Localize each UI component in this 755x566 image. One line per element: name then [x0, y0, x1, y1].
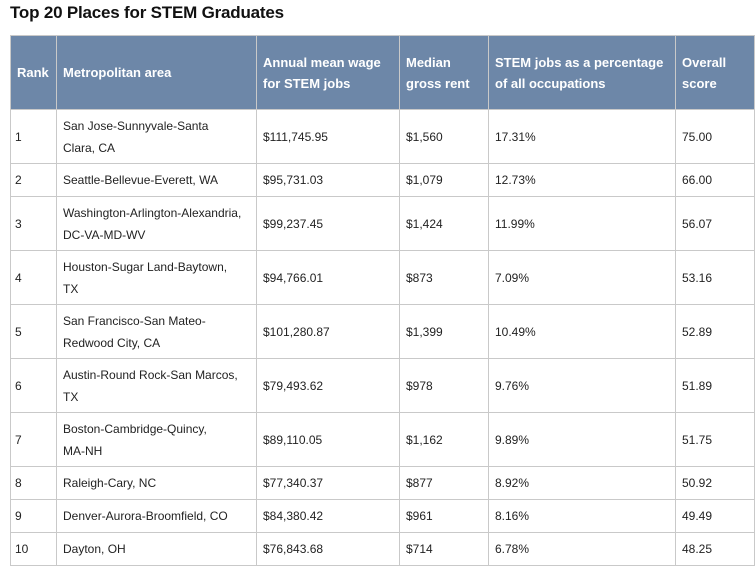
area-name-line: Seattle-Bellevue-Everett, WA: [63, 173, 218, 187]
overall-score-cell: 50.92: [675, 466, 755, 500]
page-title: Top 20 Places for STEM Graduates: [10, 3, 284, 22]
annual-mean-wage-cell: $95,731.03: [256, 163, 400, 197]
stem-jobs-percentage-cell: 17.31%: [488, 109, 676, 164]
overall-score-cell: 52.89: [675, 304, 755, 359]
table-header-row: Rank Metropolitan area Annual mean wage …: [10, 35, 755, 110]
rank-cell: 4: [10, 250, 57, 305]
median-gross-rent-cell: $1,560: [399, 109, 489, 164]
area-name-line: Clara, CA: [63, 140, 116, 155]
stem-jobs-percentage-cell: 9.76%: [488, 358, 676, 413]
metropolitan-area-cell: Washington-Arlington-Alexandria, DC-VA-MD…: [56, 196, 257, 251]
rank-cell: 5: [10, 304, 57, 359]
overall-score-cell: 51.89: [675, 358, 755, 413]
table-row: 10 Dayton, OH $76,843.68 $714 6.78% 48.25: [10, 532, 755, 566]
annual-mean-wage-cell: $111,745.95: [256, 109, 400, 164]
header-overall-score: Overall score: [675, 35, 755, 110]
stem-jobs-percentage-cell: 11.99%: [488, 196, 676, 251]
table-row: 2 Seattle-Bellevue-Everett, WA $95,731.03 $…: [10, 163, 755, 197]
area-name-line: Denver-Aurora-Broomfield, CO: [63, 509, 228, 523]
area-name-line: Redwood City, CA: [63, 335, 161, 350]
annual-mean-wage-cell: $76,843.68: [256, 532, 400, 566]
area-name-line: TX: [63, 281, 79, 296]
header-rank: Rank: [10, 35, 57, 110]
metropolitan-area-cell: San Francisco-San Mateo- Redwood City, CA: [56, 304, 257, 359]
median-gross-rent-cell: $961: [399, 499, 489, 533]
area-name-line: TX: [63, 389, 79, 404]
median-gross-rent-cell: $877: [399, 466, 489, 500]
stem-jobs-percentage-cell: 6.78%: [488, 532, 676, 566]
stem-jobs-percentage-cell: 7.09%: [488, 250, 676, 305]
metropolitan-area-cell: San Jose-Sunnyvale-Santa Clara, CA: [56, 109, 257, 164]
metropolitan-area-cell: Dayton, OH: [56, 532, 257, 566]
overall-score-cell: 66.00: [675, 163, 755, 197]
area-name-line: Dayton, OH: [63, 542, 126, 556]
metropolitan-area-cell: Raleigh-Cary, NC: [56, 466, 257, 500]
area-name-line: Raleigh-Cary, NC: [63, 476, 157, 490]
area-name-line: Houston-Sugar Land-Baytown,: [63, 259, 228, 274]
header-metropolitan-area: Metropolitan area: [56, 35, 257, 110]
table-row: 8 Raleigh-Cary, NC $77,340.37 $877 8.92% 50.9…: [10, 466, 755, 500]
metropolitan-area-cell: Boston-Cambridge-Quincy, MA-NH: [56, 412, 257, 467]
area-name-line: Boston-Cambridge-Quincy,: [63, 421, 207, 436]
table-row: 7 Boston-Cambridge-Quincy, MA-NH $89,110.05…: [10, 412, 755, 467]
header-stem-jobs-percentage: STEM jobs as a percentage of all occupat…: [488, 35, 676, 110]
overall-score-cell: 49.49: [675, 499, 755, 533]
overall-score-cell: 51.75: [675, 412, 755, 467]
median-gross-rent-cell: $714: [399, 532, 489, 566]
annual-mean-wage-cell: $79,493.62: [256, 358, 400, 413]
rank-cell: 6: [10, 358, 57, 413]
stem-places-table: Rank Metropolitan area Annual mean wage …: [10, 35, 755, 566]
area-name-line: San Jose-Sunnyvale-Santa: [63, 118, 209, 133]
table-row: 6 Austin-Round Rock-San Marcos, TX $79,493.…: [10, 358, 755, 413]
header-annual-mean-wage: Annual mean wage for STEM jobs: [256, 35, 400, 110]
area-name-line: DC-VA-MD-WV: [63, 227, 146, 242]
table-row: 3 Washington-Arlington-Alexandria, DC-VA-M…: [10, 196, 755, 251]
median-gross-rent-cell: $1,079: [399, 163, 489, 197]
table-row: 4 Houston-Sugar Land-Baytown, TX $94,766.01…: [10, 250, 755, 305]
metropolitan-area-cell: Seattle-Bellevue-Everett, WA: [56, 163, 257, 197]
area-name-line: San Francisco-San Mateo-: [63, 313, 206, 328]
header-median-gross-rent: Median gross rent: [399, 35, 489, 110]
annual-mean-wage-cell: $77,340.37: [256, 466, 400, 500]
rank-cell: 7: [10, 412, 57, 467]
annual-mean-wage-cell: $84,380.42: [256, 499, 400, 533]
stem-jobs-percentage-cell: 12.73%: [488, 163, 676, 197]
median-gross-rent-cell: $1,399: [399, 304, 489, 359]
annual-mean-wage-cell: $94,766.01: [256, 250, 400, 305]
annual-mean-wage-cell: $89,110.05: [256, 412, 400, 467]
stem-jobs-percentage-cell: 10.49%: [488, 304, 676, 359]
stem-jobs-percentage-cell: 9.89%: [488, 412, 676, 467]
overall-score-cell: 53.16: [675, 250, 755, 305]
overall-score-cell: 75.00: [675, 109, 755, 164]
area-name-line: MA-NH: [63, 443, 103, 458]
table-row: 9 Denver-Aurora-Broomfield, CO $84,380.42 $…: [10, 499, 755, 533]
rank-cell: 10: [10, 532, 57, 566]
rank-cell: 9: [10, 499, 57, 533]
rank-cell: 2: [10, 163, 57, 197]
annual-mean-wage-cell: $101,280.87: [256, 304, 400, 359]
overall-score-cell: 56.07: [675, 196, 755, 251]
metropolitan-area-cell: Austin-Round Rock-San Marcos, TX: [56, 358, 257, 413]
median-gross-rent-cell: $1,424: [399, 196, 489, 251]
rank-cell: 3: [10, 196, 57, 251]
rank-cell: 1: [10, 109, 57, 164]
median-gross-rent-cell: $873: [399, 250, 489, 305]
annual-mean-wage-cell: $99,237.45: [256, 196, 400, 251]
median-gross-rent-cell: $978: [399, 358, 489, 413]
median-gross-rent-cell: $1,162: [399, 412, 489, 467]
stem-jobs-percentage-cell: 8.16%: [488, 499, 676, 533]
area-name-line: Austin-Round Rock-San Marcos,: [63, 367, 238, 382]
metropolitan-area-cell: Houston-Sugar Land-Baytown, TX: [56, 250, 257, 305]
rank-cell: 8: [10, 466, 57, 500]
overall-score-cell: 48.25: [675, 532, 755, 566]
stem-jobs-percentage-cell: 8.92%: [488, 466, 676, 500]
table-row: 1 San Jose-Sunnyvale-Santa Clara, CA $111,7…: [10, 109, 755, 164]
metropolitan-area-cell: Denver-Aurora-Broomfield, CO: [56, 499, 257, 533]
table-row: 5 San Francisco-San Mateo- Redwood City, C…: [10, 304, 755, 359]
area-name-line: Washington-Arlington-Alexandria,: [63, 205, 242, 220]
